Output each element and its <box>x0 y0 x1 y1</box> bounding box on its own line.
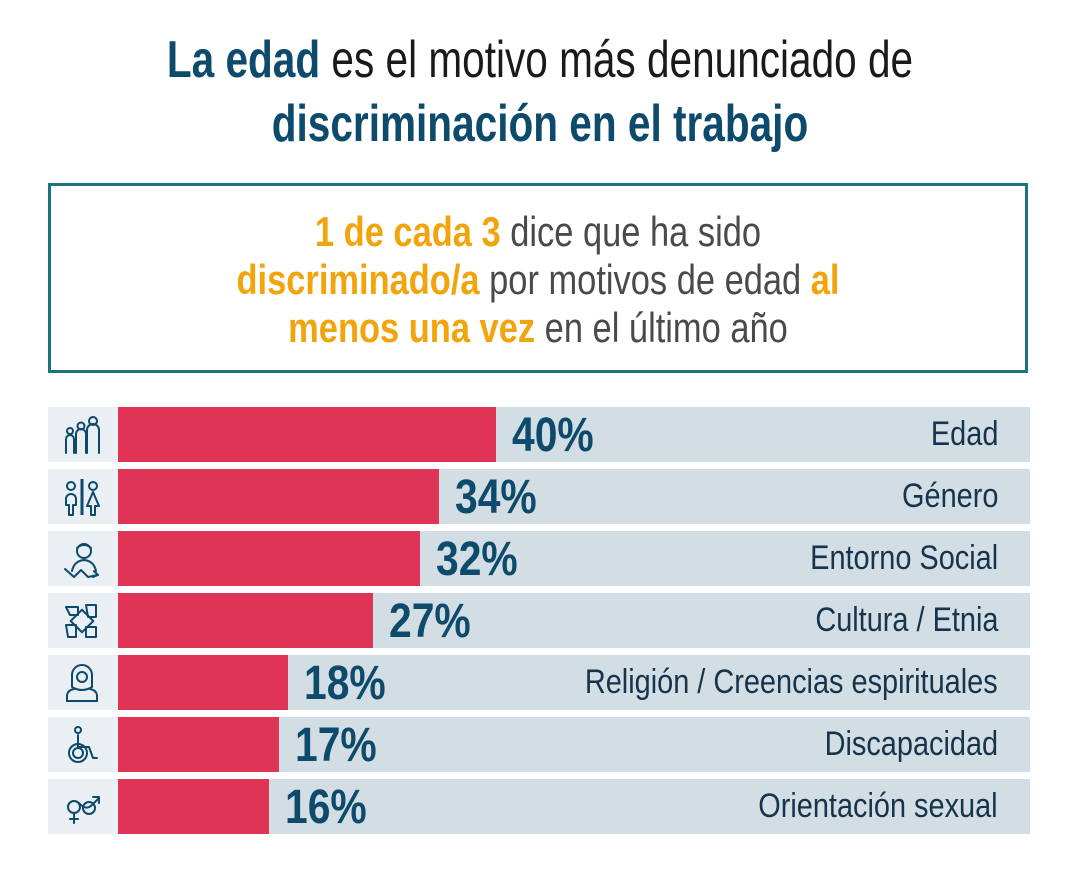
bar-track: 18% Religión / Creencias espirituales <box>118 655 1030 710</box>
callout-highlight-1: 1 de cada 3 <box>314 208 501 255</box>
value-label: 32% <box>436 533 519 586</box>
value-label: 16% <box>285 781 367 834</box>
gender-icon <box>48 469 118 524</box>
category-label: Discapacidad <box>824 725 998 763</box>
bar-row: 16% Orientación sexual <box>48 779 1030 834</box>
category-label: Cultura / Etnia <box>814 601 998 639</box>
bar-track: 40% Edad <box>118 407 1030 462</box>
wheelchair-icon-glyph <box>68 726 98 763</box>
callout-highlight-3: al <box>810 256 840 303</box>
callout-text-1: dice que ha sido <box>500 208 762 255</box>
bar-track: 34% Género <box>118 469 1030 524</box>
bar-track: 16% Orientación sexual <box>118 779 1030 834</box>
hands-circle-icon-glyph <box>65 604 97 638</box>
callout-box: 1 de cada 3 dice que ha sido discriminad… <box>48 183 1028 373</box>
family-icon-glyph <box>65 416 100 454</box>
gender-symbols-icon-glyph <box>67 796 100 824</box>
callout-highlight-4: menos una vez <box>288 304 536 351</box>
bar <box>118 717 279 772</box>
bar <box>118 655 289 710</box>
bar-track: 32% Entorno Social <box>118 531 1030 586</box>
value-label: 34% <box>455 471 537 524</box>
social-decline-icon-glyph <box>64 543 99 578</box>
gender-symbols-icon <box>48 779 118 834</box>
bar <box>118 469 440 524</box>
family-icon <box>48 407 118 462</box>
social-decline-icon <box>48 531 118 586</box>
callout-text-2: por motivos de edad <box>479 256 811 303</box>
bar-row: 18% Religión / Creencias espirituales <box>48 655 1030 710</box>
value-label: 40% <box>512 409 594 462</box>
value-label: 17% <box>294 719 377 772</box>
bar <box>118 407 497 462</box>
value-label: 18% <box>304 657 386 710</box>
bar <box>118 593 374 648</box>
bar <box>118 779 270 834</box>
hijab-person-icon <box>48 655 118 710</box>
title-highlight-2: discriminación en el trabajo <box>271 95 809 153</box>
title-text-1: es el motivo más denunciado de <box>320 31 914 89</box>
value-label: 27% <box>389 595 471 648</box>
title-highlight-1: La edad <box>166 31 321 89</box>
callout-text: 1 de cada 3 dice que ha sido discriminad… <box>139 208 938 352</box>
bar <box>118 531 421 586</box>
chart-title: La edad es el motivo más denunciado de d… <box>119 28 961 156</box>
callout-text-3: en el último año <box>535 304 788 351</box>
callout-highlight-2: discriminado/a <box>236 256 480 303</box>
bar-track: 27% Cultura / Etnia <box>118 593 1030 648</box>
bar-row: 32% Entorno Social <box>48 531 1030 586</box>
category-label: Género <box>901 477 998 515</box>
bar-row: 34% Género <box>48 469 1030 524</box>
hijab-person-icon-glyph <box>66 664 98 702</box>
category-label: Edad <box>930 415 998 453</box>
category-label: Entorno Social <box>810 539 998 577</box>
hands-circle-icon <box>48 593 118 648</box>
wheelchair-icon <box>48 717 118 772</box>
bar-row: 17% Discapacidad <box>48 717 1030 772</box>
bar-row: 27% Cultura / Etnia <box>48 593 1030 648</box>
category-label: Religión / Creencias espirituales <box>585 663 998 701</box>
gender-icon-glyph <box>65 479 100 516</box>
bar-row: 40% Edad <box>48 407 1030 462</box>
category-label: Orientación sexual <box>758 787 998 825</box>
bar-track: 17% Discapacidad <box>118 717 1030 772</box>
